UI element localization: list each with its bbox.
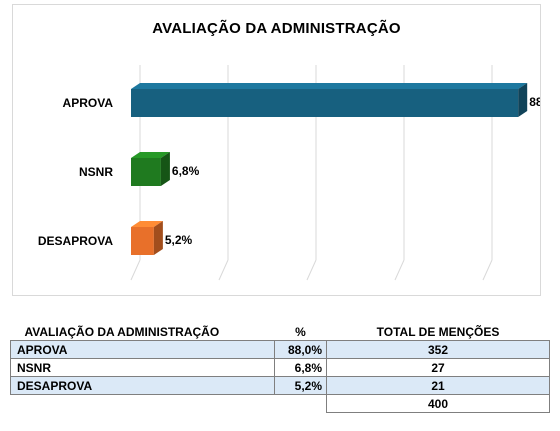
bar-front-face <box>131 227 154 255</box>
gridline-floor <box>306 259 317 281</box>
bar-desaprova <box>131 221 163 255</box>
table-row: APROVA 88,0% 352 <box>10 340 550 359</box>
header-total: TOTAL DE MENÇÕES <box>326 323 550 341</box>
table-total-row: 400 <box>11 394 550 413</box>
grand-total: 400 <box>326 394 550 413</box>
table-header-row: AVALIAÇÃO DA ADMINISTRAÇÃO % TOTAL DE ME… <box>10 323 550 341</box>
row-label: APROVA <box>10 340 275 359</box>
bar-top-face <box>131 152 170 158</box>
value-label: 5,2% <box>165 233 193 247</box>
row-percent: 6,8% <box>274 358 327 377</box>
row-percent: 88,0% <box>274 340 327 359</box>
bar-aprova <box>131 83 528 117</box>
gridline-floor <box>130 259 141 281</box>
bar-chart: APROVA 88,0% NSNR 6,8% DESAPROVA 5,2% <box>38 65 540 281</box>
bar-top-face <box>131 83 528 89</box>
value-label: 6,8% <box>172 164 200 178</box>
row-total: 27 <box>326 358 550 377</box>
bar-side-face <box>518 83 528 117</box>
row-percent: 5,2% <box>274 376 327 395</box>
table-row: NSNR 6,8% 27 <box>10 358 550 377</box>
row-total: 352 <box>326 340 550 359</box>
chart-frame: AVALIAÇÃO DA ADMINISTRAÇÃO APROVA 88,0% NS… <box>12 4 541 296</box>
table-row: DESAPROVA 5,2% 21 <box>10 376 550 395</box>
row-label: DESAPROVA <box>10 376 275 395</box>
data-table: AVALIAÇÃO DA ADMINISTRAÇÃO % TOTAL DE ME… <box>10 323 550 413</box>
bar-side-face <box>153 221 163 255</box>
chart-title: AVALIAÇÃO DA ADMINISTRAÇÃO <box>152 20 401 37</box>
bar-front-face <box>131 89 519 117</box>
category-label: NSNR <box>79 165 113 179</box>
header-percent: % <box>274 323 327 341</box>
bar-top-face <box>131 221 163 227</box>
gridline-floor <box>482 259 493 281</box>
gridline-floor <box>394 259 405 281</box>
row-label: NSNR <box>10 358 275 377</box>
value-label: 88,0% <box>529 95 540 109</box>
bar-front-face <box>131 158 161 186</box>
gridline-floor <box>218 259 229 281</box>
category-label: APROVA <box>63 96 114 110</box>
row-total: 21 <box>326 376 550 395</box>
category-label: DESAPROVA <box>38 234 113 248</box>
header-evaluation: AVALIAÇÃO DA ADMINISTRAÇÃO <box>10 323 275 341</box>
bar-nsnr <box>131 152 170 186</box>
bar-side-face <box>160 152 170 186</box>
